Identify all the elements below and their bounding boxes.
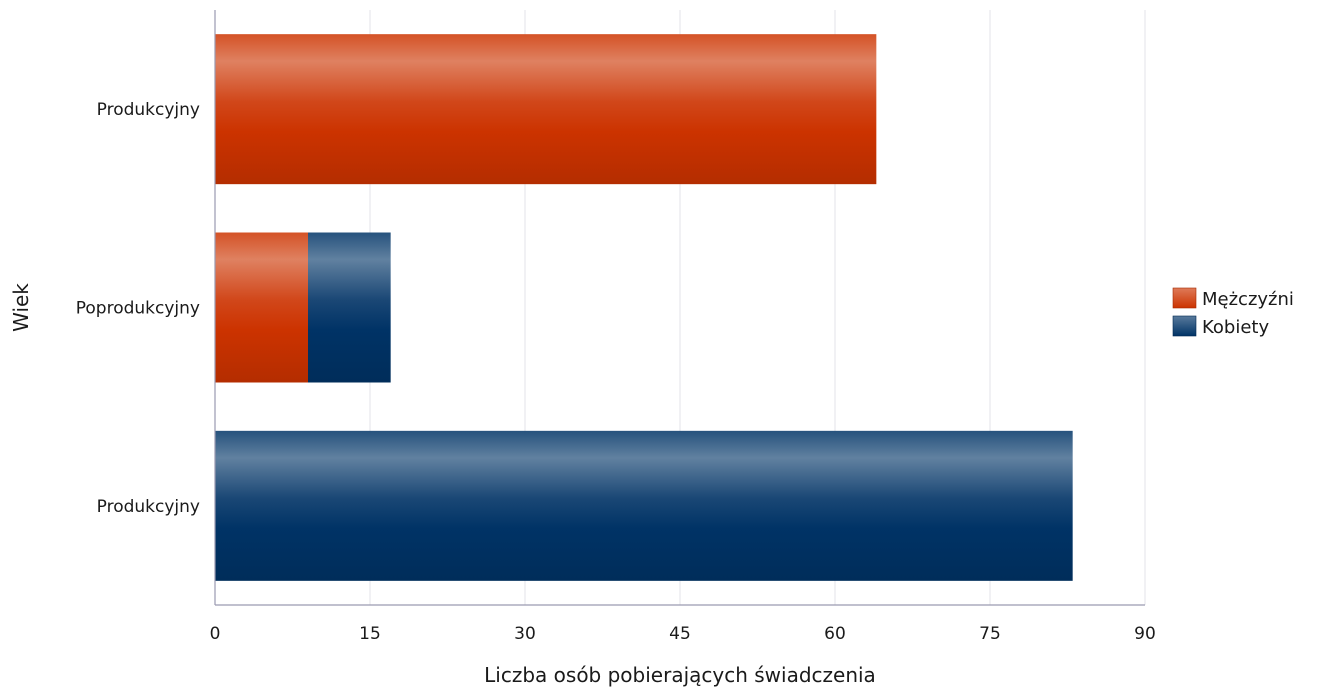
legend: Mężczyźni Kobiety xyxy=(1172,287,1294,338)
y-tick-label-0: Produkcyjny xyxy=(97,100,200,120)
bar-mężczyźni-0 xyxy=(215,34,877,185)
x-tick-label-60: 60 xyxy=(824,624,846,644)
axis-layer xyxy=(214,10,1145,606)
legend-swatch-1 xyxy=(1172,315,1197,337)
x-tick-label-45: 45 xyxy=(669,624,691,644)
label-layer: 0 15 30 45 60 75 90 Produkcyjny Poprodukcyjny Pro… xyxy=(9,100,1156,687)
y-axis-title: Wiek xyxy=(9,283,33,332)
x-axis-title: Liczba osób pobierających świadczenia xyxy=(484,663,876,687)
bar-kobiety-1 xyxy=(308,232,391,383)
y-tick-label-1: Poprodukcyjny xyxy=(76,299,200,319)
x-tick-label-0: 0 xyxy=(210,624,221,644)
bar-kobiety-2 xyxy=(215,430,1073,581)
legend-swatch-0 xyxy=(1172,287,1197,309)
x-tick-label-15: 15 xyxy=(359,624,381,644)
legend-label-1: Kobiety xyxy=(1202,317,1269,338)
x-tick-label-90: 90 xyxy=(1134,624,1156,644)
x-tick-label-75: 75 xyxy=(979,624,1001,644)
legend-label-0: Mężczyźni xyxy=(1202,289,1294,310)
y-tick-label-2: Produkcyjny xyxy=(97,497,200,517)
bar-layer xyxy=(215,34,1073,581)
x-tick-label-30: 30 xyxy=(514,624,536,644)
bar-mężczyźni-1 xyxy=(215,232,308,383)
